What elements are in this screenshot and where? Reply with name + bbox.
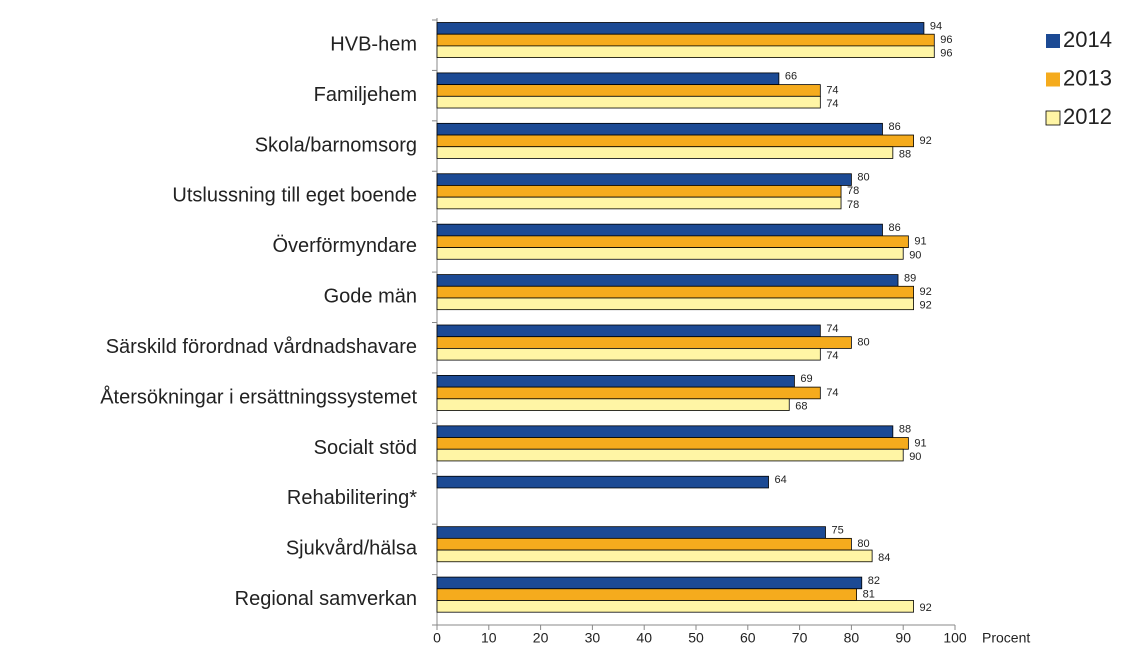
data-label: 96 <box>940 34 952 46</box>
category-label: Utslussning till eget boende <box>172 185 417 207</box>
data-label: 64 <box>775 474 787 486</box>
bar <box>436 576 863 590</box>
bar <box>436 526 826 539</box>
data-label: 90 <box>909 249 921 261</box>
bar <box>436 398 790 411</box>
x-tick-label: 80 <box>844 630 860 646</box>
bar <box>436 223 883 237</box>
data-label: 74 <box>826 387 838 399</box>
bar <box>436 285 914 299</box>
bar <box>436 45 935 59</box>
x-axis-label: Procent <box>982 630 1030 646</box>
data-label: 84 <box>878 552 890 564</box>
data-label: 75 <box>832 524 844 536</box>
legend-swatch <box>1045 110 1061 126</box>
data-label: 94 <box>930 20 942 32</box>
legend-swatch <box>1046 72 1060 87</box>
x-tick-label: 10 <box>481 630 497 646</box>
data-label: 96 <box>940 48 952 60</box>
bar <box>436 347 821 361</box>
bar <box>436 375 795 388</box>
bar <box>436 448 904 462</box>
category-label: Regional samverkan <box>235 588 417 610</box>
bar <box>436 72 780 86</box>
bar <box>436 386 821 400</box>
data-label: 86 <box>888 121 900 133</box>
bar <box>436 274 899 287</box>
bar <box>436 22 925 35</box>
bar <box>436 247 904 260</box>
category-label: Socialt stöd <box>314 437 417 459</box>
data-label: 74 <box>826 350 838 362</box>
category-label: Sjukvård/hälsa <box>286 538 418 560</box>
x-tick-label: 50 <box>688 630 704 646</box>
bar <box>436 33 935 47</box>
bar <box>436 196 842 210</box>
bar <box>436 425 894 438</box>
bar <box>436 475 769 489</box>
data-label: 66 <box>785 71 797 83</box>
data-label: 78 <box>847 199 859 211</box>
x-tick-label: 20 <box>533 630 549 646</box>
bar <box>436 600 914 613</box>
x-tick-label: 0 <box>433 630 441 646</box>
data-label: 90 <box>909 451 921 463</box>
data-label: 88 <box>899 424 911 436</box>
x-tick-label: 100 <box>943 630 967 646</box>
category-label: Särskild förordnad vårdnadshavare <box>106 336 417 358</box>
bar <box>436 588 857 601</box>
category-label: Återsökningar i ersättningssystemet <box>100 385 417 408</box>
legend-swatch <box>1046 34 1060 48</box>
data-label: 80 <box>857 538 869 550</box>
category-label: Rehabilitering* <box>287 487 417 509</box>
legend-label: 2012 <box>1063 104 1112 129</box>
category-label: HVB-hem <box>330 33 417 55</box>
data-label: 68 <box>795 401 807 413</box>
bar <box>436 173 852 186</box>
bar <box>436 235 909 248</box>
data-label: 92 <box>920 602 932 614</box>
x-tick-label: 70 <box>792 630 808 646</box>
bar <box>436 146 894 159</box>
x-tick-label: 60 <box>740 630 756 646</box>
bar <box>436 95 821 109</box>
data-label: 92 <box>920 300 932 312</box>
data-label: 81 <box>863 589 875 601</box>
data-label: 92 <box>920 135 932 147</box>
x-tick-label: 90 <box>895 630 911 646</box>
bar <box>436 84 821 97</box>
data-label: 91 <box>914 236 926 248</box>
bar <box>436 185 842 198</box>
bar <box>436 297 914 311</box>
legend-label: 2013 <box>1063 65 1112 90</box>
data-label: 91 <box>914 437 926 449</box>
data-label: 80 <box>857 172 869 184</box>
data-label: 80 <box>857 336 869 348</box>
data-label: 74 <box>826 84 838 96</box>
bar <box>436 336 852 349</box>
data-label: 82 <box>868 575 880 587</box>
data-label: 86 <box>888 222 900 234</box>
category-label: Överförmyndare <box>273 235 418 257</box>
data-label: 89 <box>904 272 916 284</box>
bar <box>436 437 909 450</box>
bar <box>436 122 883 136</box>
bar <box>436 134 914 148</box>
data-label: 88 <box>899 148 911 160</box>
category-label: Gode män <box>324 286 417 308</box>
bar <box>436 324 821 338</box>
x-tick-label: 30 <box>585 630 601 646</box>
data-label: 92 <box>920 286 932 298</box>
category-label: Skola/barnomsorg <box>255 134 417 156</box>
bar <box>436 537 852 551</box>
data-label: 74 <box>826 323 838 335</box>
bar <box>436 549 873 563</box>
data-label: 69 <box>800 373 812 385</box>
data-label: 74 <box>826 98 838 110</box>
data-label: 78 <box>847 185 859 197</box>
category-label: Familjehem <box>314 84 417 106</box>
legend-label: 2014 <box>1063 27 1112 52</box>
x-tick-label: 40 <box>636 630 652 646</box>
